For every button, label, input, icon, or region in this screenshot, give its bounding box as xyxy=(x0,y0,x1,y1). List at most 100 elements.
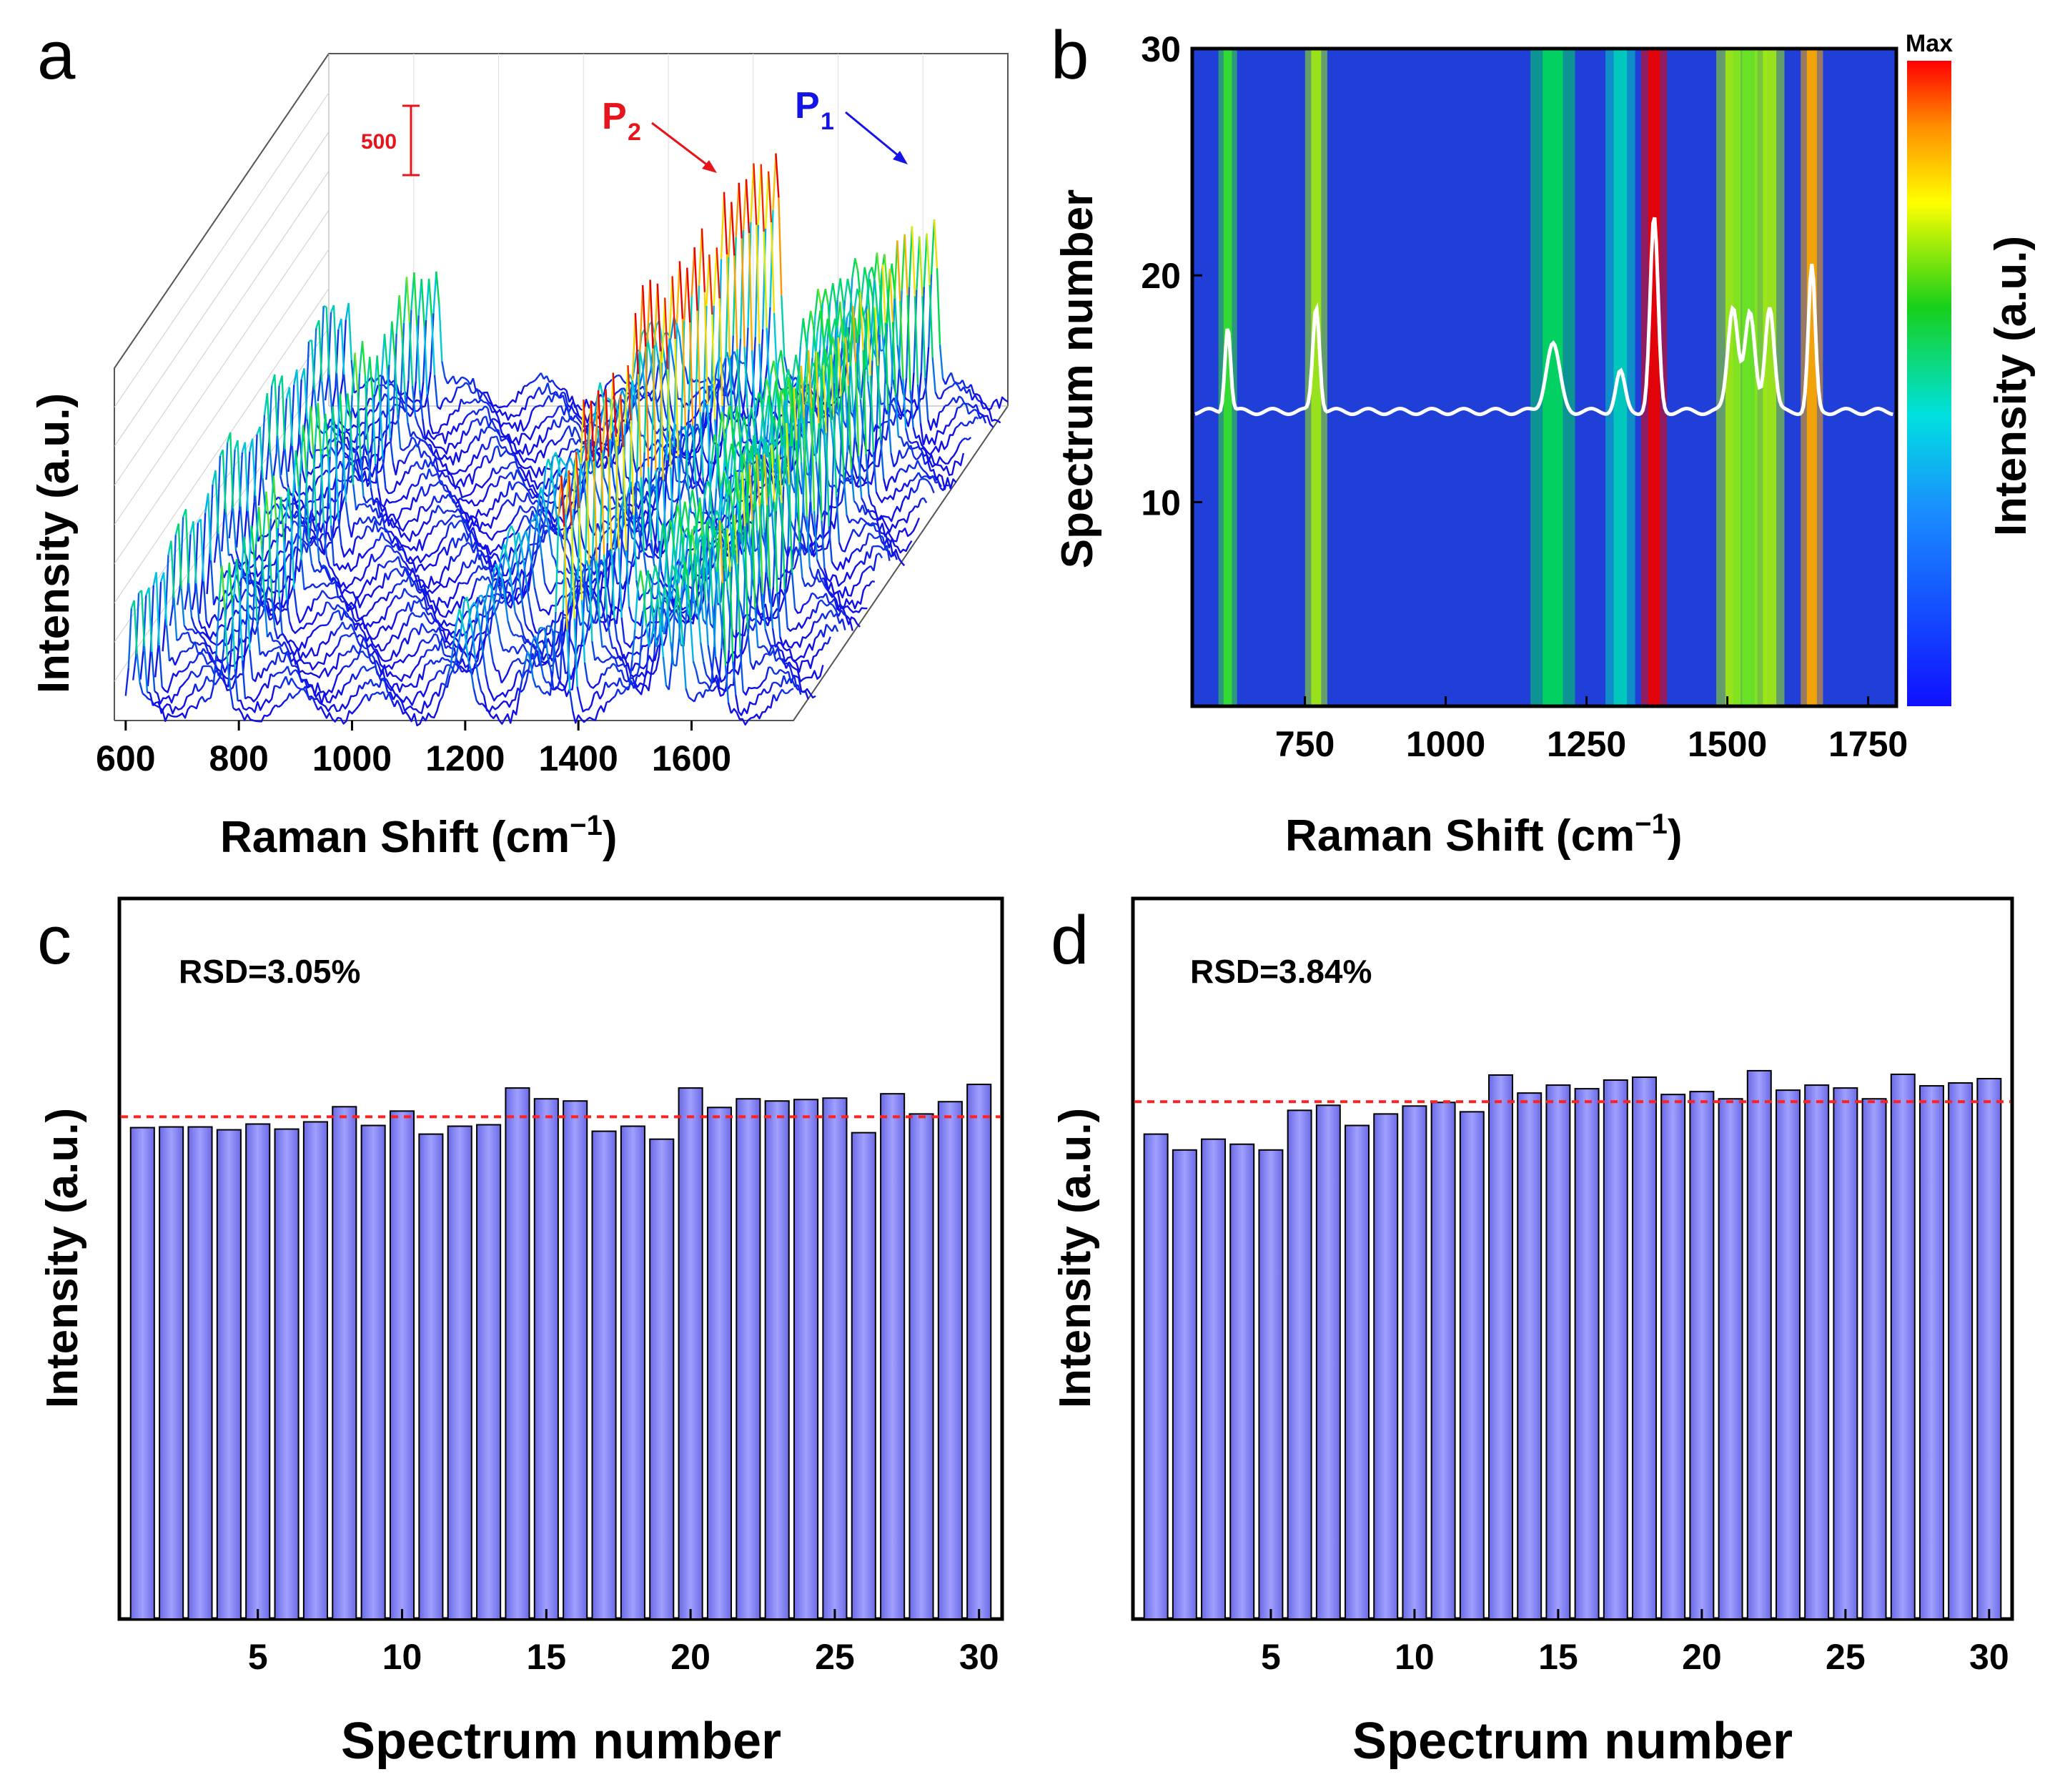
spectrum-trace xyxy=(244,683,266,703)
spectrum-trace xyxy=(354,352,359,392)
spectrum-trace xyxy=(479,702,483,706)
spectrum-trace xyxy=(428,679,432,683)
spectrum-trace xyxy=(450,395,455,403)
spectrum-trace xyxy=(647,410,653,420)
spectrum-trace xyxy=(249,580,253,585)
spectrum-trace xyxy=(467,658,472,670)
spectrum-trace xyxy=(571,426,576,437)
spectrum-trace xyxy=(274,628,279,640)
spectrum-trace xyxy=(438,657,443,663)
spectrum-trace xyxy=(423,450,428,456)
spectrum-trace xyxy=(597,464,602,469)
x-tick-label: 30 xyxy=(959,1637,999,1677)
spectrum-trace xyxy=(492,428,497,432)
spectrum-trace xyxy=(214,638,247,680)
spectrum-trace xyxy=(545,516,550,535)
spectrum-trace xyxy=(374,420,378,425)
bar xyxy=(1890,1073,1916,1620)
spectrum-trace xyxy=(483,602,489,625)
spectrum-trace xyxy=(171,657,177,666)
spectrum-trace xyxy=(498,444,503,450)
spectrum-trace xyxy=(913,296,919,385)
bar xyxy=(793,1099,819,1620)
spectrum-trace xyxy=(638,397,643,402)
heatmap-band xyxy=(1648,49,1660,706)
spectrum-trace xyxy=(886,545,891,561)
spectrum-trace xyxy=(566,439,571,450)
spectrum-trace xyxy=(671,564,676,573)
spectrum-trace xyxy=(689,468,695,486)
b-x-tick-label: 1000 xyxy=(1406,724,1485,764)
spectrum-trace xyxy=(393,568,397,571)
spectrum-trace xyxy=(576,432,582,441)
spectrum-trace xyxy=(631,312,637,381)
spectrum-trace xyxy=(605,681,610,688)
spectrum-trace xyxy=(426,483,432,494)
spectrum-trace xyxy=(590,683,600,689)
spectrum-trace xyxy=(370,487,375,505)
spectrum-trace xyxy=(643,667,648,683)
spectrum-trace xyxy=(454,670,458,674)
spectrum-trace xyxy=(319,590,324,597)
spectrum-trace xyxy=(721,523,726,539)
spectrum-trace xyxy=(502,549,507,569)
spectrum-trace xyxy=(705,674,710,679)
spectrum-trace xyxy=(249,605,254,611)
spectrum-trace xyxy=(300,560,305,590)
spectrum-trace xyxy=(347,524,352,538)
spectrum-trace xyxy=(765,441,770,457)
spectrum-trace xyxy=(401,548,405,553)
spectrum-trace xyxy=(825,593,830,603)
spectrum-trace xyxy=(565,390,570,402)
spectrum-trace xyxy=(659,623,665,658)
spectrum-trace xyxy=(607,650,612,655)
spectrum-trace xyxy=(303,586,308,591)
spectrum-trace xyxy=(410,577,415,583)
spectrum-trace xyxy=(380,526,385,530)
spectrum-trace xyxy=(457,628,462,644)
spectrum-trace xyxy=(788,484,793,573)
spectrum-trace xyxy=(224,652,232,688)
spectrum-trace xyxy=(520,665,526,682)
spectrum-trace xyxy=(536,600,541,612)
spectrum-trace xyxy=(481,405,486,411)
spectrum-trace xyxy=(717,403,722,420)
spectrum-trace xyxy=(839,603,844,609)
spectrum-trace xyxy=(523,515,528,518)
spectrum-trace xyxy=(279,550,284,553)
spectrum-trace xyxy=(288,387,294,447)
spectrum-trace xyxy=(925,472,930,477)
spectrum-trace xyxy=(568,470,573,526)
heatmap-band xyxy=(1806,49,1817,706)
spectrum-trace xyxy=(736,349,741,420)
spectrum-trace xyxy=(502,543,508,555)
spectrum-trace xyxy=(377,655,422,683)
spectrum-trace xyxy=(899,300,904,380)
spectrum-trace xyxy=(484,696,520,725)
spectrum-trace xyxy=(377,487,382,505)
spectrum-trace xyxy=(382,410,387,418)
spectrum-trace xyxy=(407,437,413,447)
spectrum-trace xyxy=(487,407,492,421)
spectrum-trace xyxy=(736,564,741,650)
spectrum-trace xyxy=(420,472,424,476)
spectrum-trace xyxy=(445,645,450,649)
spectrum-trace xyxy=(795,388,800,407)
spectrum-trace xyxy=(401,338,406,396)
spectrum-trace xyxy=(675,565,680,583)
spectrum-trace xyxy=(747,595,753,633)
spectrum-trace xyxy=(775,657,780,662)
spectrum-trace xyxy=(405,277,411,323)
bar xyxy=(1545,1084,1571,1620)
spectrum-trace xyxy=(266,608,271,620)
spectrum-trace xyxy=(494,610,499,625)
spectrum-trace xyxy=(427,446,432,453)
spectrum-trace xyxy=(430,483,434,487)
spectrum-trace xyxy=(352,673,357,680)
spectrum-trace xyxy=(275,527,280,598)
spectrum-trace xyxy=(779,649,783,652)
spectrum-trace xyxy=(202,665,212,668)
bar xyxy=(1689,1091,1715,1620)
spectrum-trace xyxy=(340,635,345,638)
spectrum-trace xyxy=(566,538,571,545)
